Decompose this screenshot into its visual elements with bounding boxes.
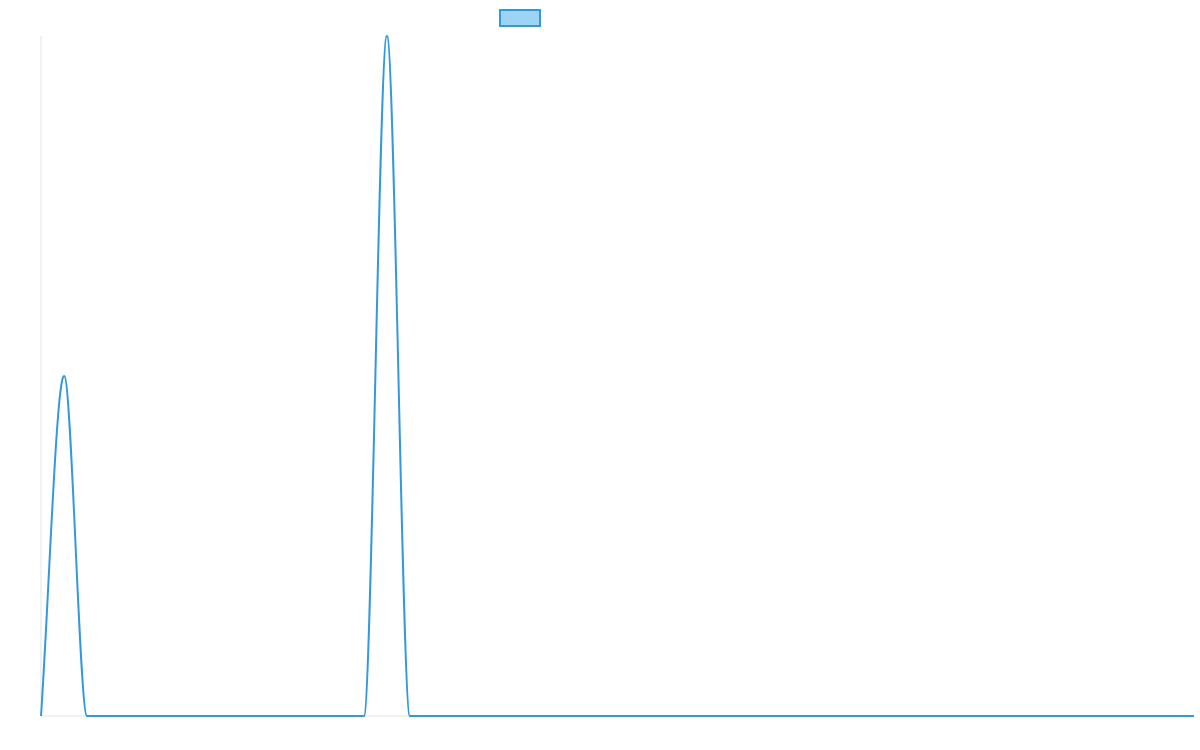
legend-swatch-0[interactable] — [499, 9, 541, 27]
series-line-0[interactable] — [40, 35, 1194, 717]
series-layer — [40, 35, 1194, 717]
chart-axes — [40, 36, 1194, 717]
legend[interactable] — [499, 9, 541, 27]
